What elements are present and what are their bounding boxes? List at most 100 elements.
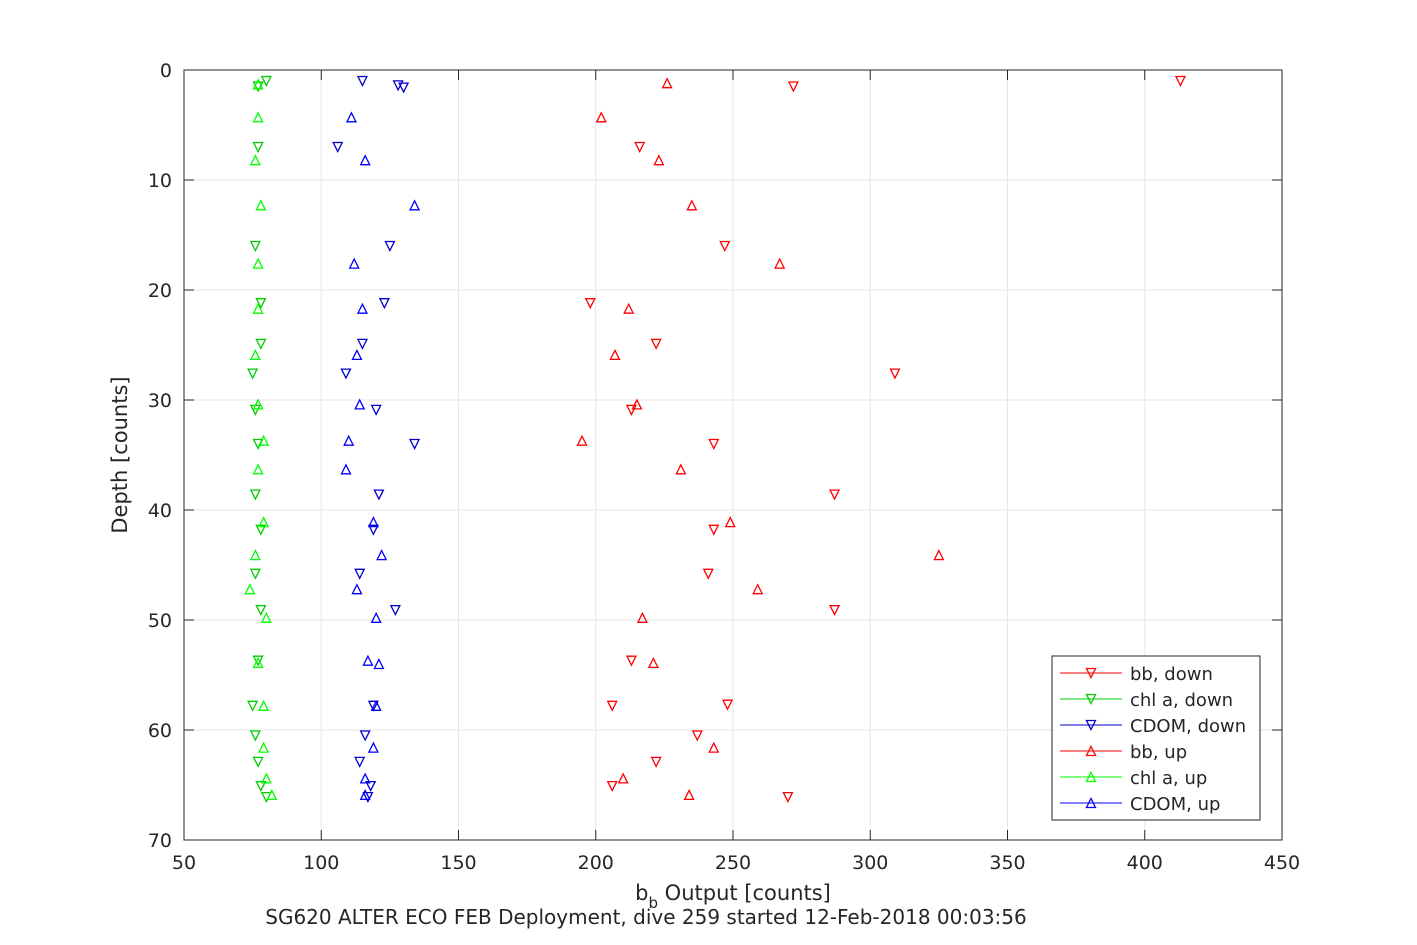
marker-series-3 (576, 434, 588, 446)
marker-series-2 (389, 604, 401, 617)
marker-series-2 (354, 756, 366, 768)
x-axis-label-rest: Output [counts] (658, 881, 831, 905)
marker-series-3 (686, 199, 698, 211)
marker-series-4 (260, 611, 272, 623)
marker-series-0 (829, 489, 841, 501)
marker-series-0 (634, 141, 646, 153)
marker-series-2 (340, 368, 352, 380)
y-axis-label: Depth [counts] (108, 376, 132, 533)
marker-series-4 (252, 656, 264, 669)
marker-series-1 (255, 780, 267, 793)
marker-series-4 (258, 699, 270, 711)
marker-series-1 (249, 730, 261, 742)
marker-series-2 (367, 700, 379, 712)
marker-series-1 (255, 298, 267, 310)
marker-series-0 (691, 730, 703, 742)
marker-series-4 (252, 111, 264, 123)
y-tick-label: 50 (148, 610, 172, 632)
marker-series-4 (252, 302, 264, 314)
marker-series-3 (636, 611, 648, 623)
x-tick-label: 350 (989, 852, 1025, 874)
marker-series-4 (258, 741, 270, 753)
data-markers (244, 75, 1186, 804)
marker-series-5 (359, 772, 371, 784)
marker-series-3 (752, 583, 764, 595)
marker-series-3 (661, 77, 673, 89)
legend-box (1051, 655, 1261, 821)
marker-series-4 (252, 257, 264, 269)
x-tick-label: 400 (1127, 852, 1163, 874)
axis-ticks: 50 100 150 200 250 300 350 400 450 0 10 20 30 40 50 60 7… (148, 60, 1300, 874)
marker-series-1 (252, 655, 264, 667)
y-tick-label: 10 (148, 170, 172, 192)
marker-series-0 (708, 438, 720, 450)
marker-series-5 (370, 611, 382, 623)
marker-series-4 (249, 154, 261, 166)
marker-series-2 (370, 404, 382, 416)
marker-series-1 (247, 368, 259, 380)
marker-series-0 (650, 756, 662, 768)
marker-series-2 (398, 82, 410, 94)
marker-series-0 (702, 568, 714, 580)
x-tick-label: 250 (715, 852, 751, 874)
marker-series-1 (252, 756, 264, 768)
marker-series-5 (362, 654, 374, 666)
marker-series-3 (774, 257, 786, 269)
marker-series-5 (367, 741, 379, 753)
marker-series-5 (348, 257, 360, 269)
x-tick-label: 300 (852, 852, 888, 874)
marker-series-0 (889, 368, 901, 380)
marker-series-5 (367, 516, 379, 528)
legend-marker (1085, 693, 1097, 705)
marker-series-3 (623, 302, 635, 314)
x-axis-label-main: b (635, 881, 648, 905)
marker-series-0 (721, 699, 734, 711)
marker-series-5 (351, 348, 363, 361)
marker-series-3 (617, 772, 629, 784)
marker-series-3 (708, 741, 720, 753)
marker-series-2 (359, 730, 371, 742)
marker-series-1 (249, 240, 261, 252)
marker-series-4 (258, 434, 270, 446)
marker-series-2 (356, 75, 368, 87)
y-tick-label: 70 (148, 830, 172, 852)
marker-series-2 (384, 240, 396, 252)
marker-series-3 (933, 549, 945, 561)
marker-series-3 (647, 656, 659, 669)
marker-series-5 (376, 549, 388, 561)
marker-series-0 (719, 240, 731, 252)
marker-series-1 (260, 75, 272, 87)
marker-series-0 (1174, 75, 1186, 87)
marker-series-4 (252, 398, 264, 410)
legend-marker (1085, 667, 1097, 679)
marker-series-2 (332, 141, 344, 153)
marker-series-5 (340, 463, 352, 475)
marker-series-1 (255, 524, 267, 536)
y-tick-label: 40 (148, 500, 172, 522)
x-tick-label: 200 (578, 852, 614, 874)
marker-series-3 (631, 398, 643, 410)
x-tick-label: 150 (440, 852, 476, 874)
y-tick-label: 60 (148, 720, 172, 742)
marker-series-4 (266, 788, 278, 801)
marker-series-0 (625, 404, 637, 416)
legend-marker (1085, 771, 1097, 783)
marker-series-3 (595, 111, 607, 123)
y-tick-label: 20 (148, 280, 172, 302)
marker-series-3 (675, 463, 687, 475)
legend-label: bb, down (1130, 664, 1213, 685)
legend-label: chl a, down (1130, 690, 1233, 711)
legend-marker (1085, 797, 1097, 809)
marker-series-4 (244, 583, 256, 595)
marker-series-5 (354, 398, 366, 410)
x-tick-label: 450 (1264, 852, 1300, 874)
marker-series-3 (683, 788, 695, 801)
legend-marker (1085, 745, 1097, 757)
marker-series-5 (356, 302, 368, 314)
marker-series-5 (343, 434, 355, 446)
y-tick-label: 30 (148, 390, 172, 412)
marker-series-4 (249, 348, 261, 361)
marker-series-4 (252, 78, 264, 90)
marker-series-4 (255, 199, 267, 211)
